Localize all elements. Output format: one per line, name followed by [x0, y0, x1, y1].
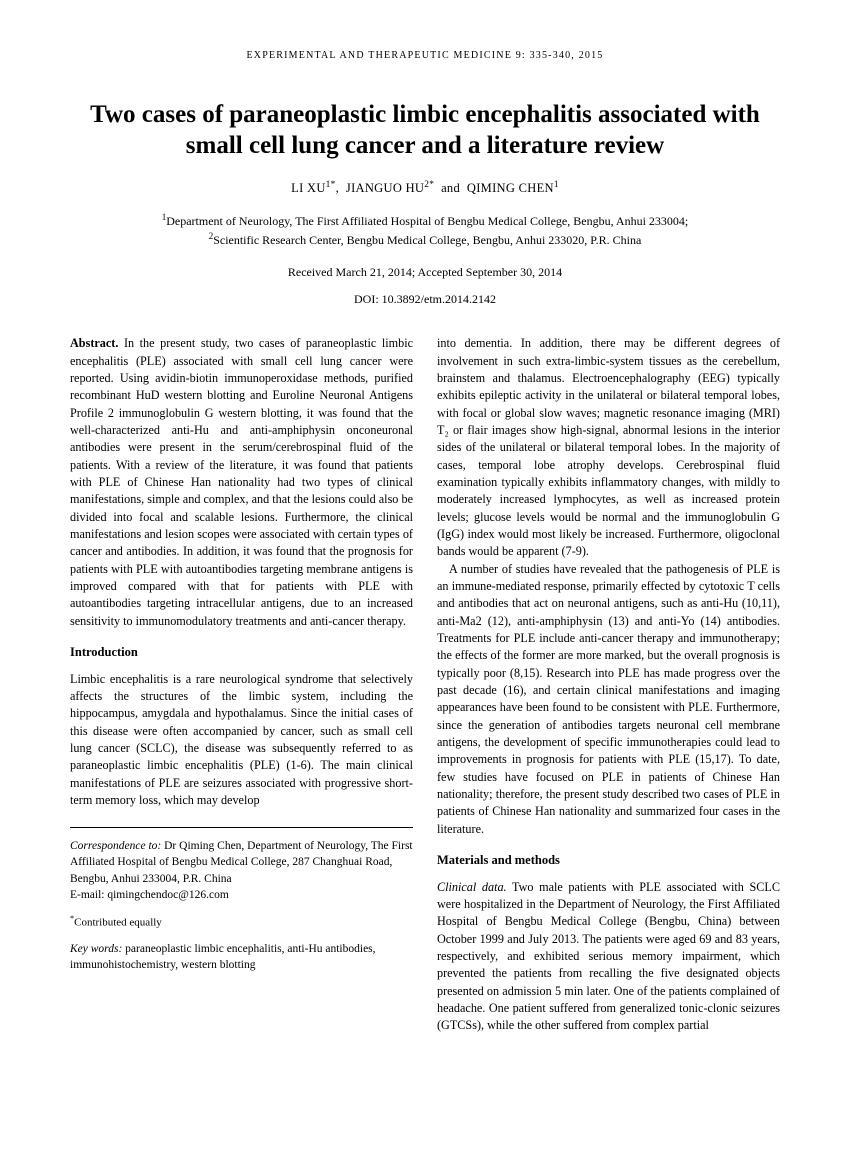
abstract-label: Abstract.	[70, 336, 118, 350]
journal-header: EXPERIMENTAL AND THERAPEUTIC MEDICINE 9:…	[70, 50, 780, 61]
keywords: Key words: paraneoplastic limbic encepha…	[70, 941, 413, 973]
introduction-paragraph-1: Limbic encephalitis is a rare neurologic…	[70, 671, 413, 810]
keywords-label: Key words:	[70, 943, 122, 955]
footer-block: Correspondence to: Dr Qiming Chen, Depar…	[70, 838, 413, 973]
col2-paragraph-1: into dementia. In addition, there may be…	[437, 335, 780, 560]
abstract-paragraph: Abstract. In the present study, two case…	[70, 335, 413, 630]
received-accepted-dates: Received March 21, 2014; Accepted Septem…	[70, 265, 780, 280]
correspondence: Correspondence to: Dr Qiming Chen, Depar…	[70, 838, 413, 886]
left-column: Abstract. In the present study, two case…	[70, 335, 413, 1034]
footer-divider	[70, 827, 413, 828]
body-columns: Abstract. In the present study, two case…	[70, 335, 780, 1034]
correspondence-label: Correspondence to:	[70, 840, 161, 852]
doi: DOI: 10.3892/etm.2014.2142	[70, 292, 780, 307]
article-title: Two cases of paraneoplastic limbic encep…	[70, 99, 780, 162]
materials-methods-heading: Materials and methods	[437, 852, 780, 870]
authors: LI XU1*, JIANGUO HU2* and QIMING CHEN1	[70, 180, 780, 196]
correspondence-email: E-mail: qimingchendoc@126.com	[70, 887, 413, 903]
materials-methods-paragraph-1: Clinical data. Two male patients with PL…	[437, 879, 780, 1035]
col2-paragraph-2: A number of studies have revealed that t…	[437, 561, 780, 838]
abstract-text: In the present study, two cases of paran…	[70, 336, 413, 627]
contributed-equally: *Contributed equally	[70, 913, 413, 931]
introduction-heading: Introduction	[70, 644, 413, 662]
right-column: into dementia. In addition, there may be…	[437, 335, 780, 1034]
affiliations: 1Department of Neurology, The First Affi…	[70, 211, 780, 250]
